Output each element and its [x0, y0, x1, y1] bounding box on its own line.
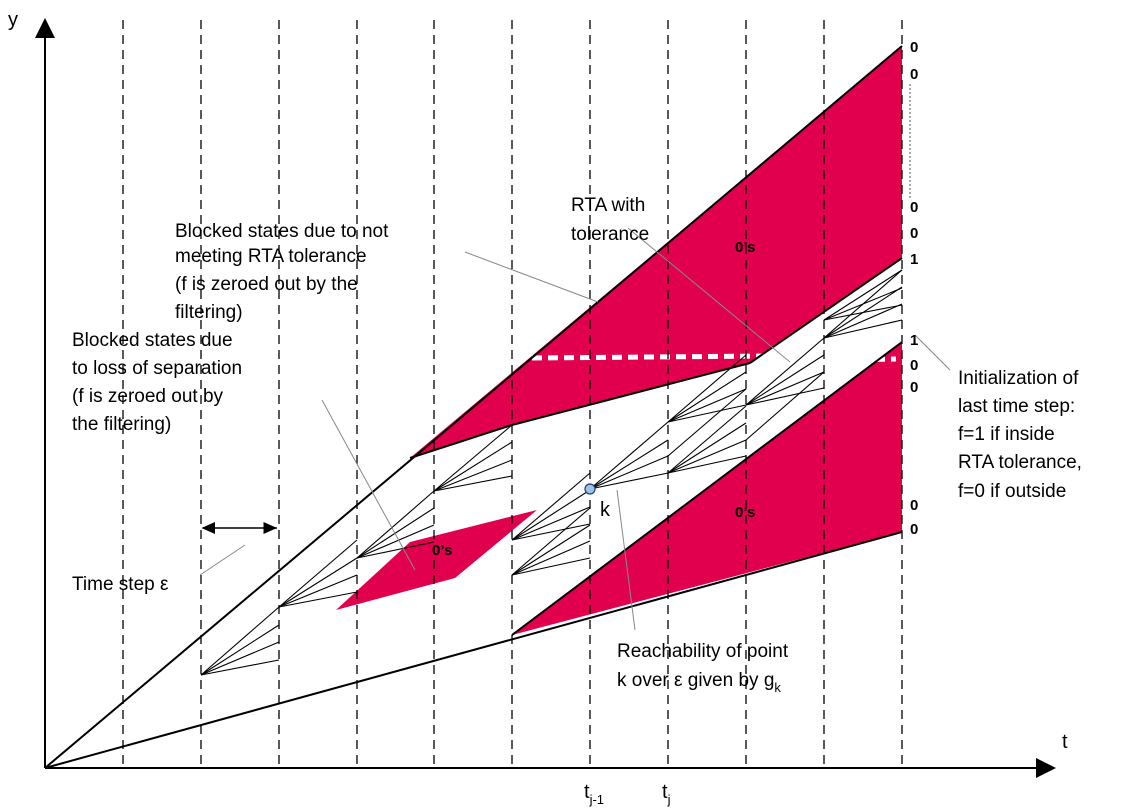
- svg-text:f=0 if outside: f=0 if outside: [958, 481, 1066, 502]
- leader-lines: [199, 227, 951, 631]
- reachability-fans: [200, 269, 903, 676]
- svg-text:the filtering): the filtering): [72, 414, 171, 435]
- reachable-set-boundaries: [44, 45, 903, 769]
- annotation-time-step: Time step ε: [72, 574, 169, 595]
- tick-label-tj: tj: [662, 781, 671, 807]
- annotation-loss-of-separation: Blocked states due to loss of separation…: [72, 330, 242, 435]
- boundary-value: 1: [910, 251, 918, 268]
- t-axis-label: t: [1062, 731, 1068, 753]
- svg-text:Blocked states due: Blocked states due: [72, 330, 233, 351]
- boundary-value: 0: [910, 521, 918, 538]
- region-label-lower: 0’s: [735, 504, 755, 521]
- svg-text:meeting RTA tolerance: meeting RTA tolerance: [175, 246, 367, 267]
- time-step-gridlines: [122, 20, 903, 765]
- annotation-rta-blocked: Blocked states due to not meeting RTA to…: [175, 221, 389, 323]
- svg-text:to loss of separation: to loss of separation: [72, 358, 242, 379]
- point-k-marker: [584, 483, 596, 495]
- svg-text:(f is zeroed out by the: (f is zeroed out by the: [175, 274, 358, 295]
- svg-text:Reachability of point: Reachability of point: [617, 641, 789, 662]
- svg-text:filtering): filtering): [175, 302, 243, 323]
- annotation-reachability: Reachability of point k over ε given by …: [617, 641, 789, 695]
- boundary-value: 0: [910, 225, 918, 242]
- svg-text:Initialization of: Initialization of: [958, 368, 1079, 389]
- region-label-middle: 0’s: [432, 542, 452, 559]
- svg-text:(f is zeroed out by: (f is zeroed out by: [72, 386, 224, 407]
- annotation-rta-with-tolerance: RTA with tolerance: [571, 195, 649, 245]
- rta-tolerance-bar-right: [842, 356, 897, 363]
- svg-text:RTA tolerance,: RTA tolerance,: [958, 452, 1082, 473]
- boundary-value: 0: [910, 199, 918, 216]
- boundary-value: 0: [910, 379, 918, 396]
- boundary-value: 0: [910, 357, 918, 374]
- boundary-value: 0: [910, 497, 918, 514]
- boundary-values: 0 0 0 0 1 1 0 0 0 0: [910, 39, 918, 538]
- boundary-value: 0: [910, 39, 918, 56]
- svg-text:tolerance: tolerance: [571, 224, 649, 245]
- tick-label-tj-1: tj-1: [584, 781, 604, 807]
- y-axis-label: y: [8, 9, 18, 31]
- boundary-value: 0: [910, 66, 918, 83]
- annotation-initialization: Initialization of last time step: f=1 if…: [958, 368, 1082, 502]
- point-k-label: k: [600, 499, 611, 521]
- rta-tolerance-bar-left: [531, 353, 771, 361]
- blocked-region-loss-of-separation: [336, 510, 537, 610]
- svg-text:Blocked states due to not: Blocked states due to not: [175, 221, 389, 242]
- svg-text:k over ε given by gk: k over ε given by gk: [617, 670, 781, 695]
- region-label-upper: 0’s: [735, 239, 755, 256]
- boundary-value: 1: [910, 332, 918, 349]
- svg-text:last time step:: last time step:: [958, 396, 1075, 417]
- svg-text:RTA with: RTA with: [571, 195, 645, 216]
- svg-text:f=1 if inside: f=1 if inside: [958, 424, 1055, 445]
